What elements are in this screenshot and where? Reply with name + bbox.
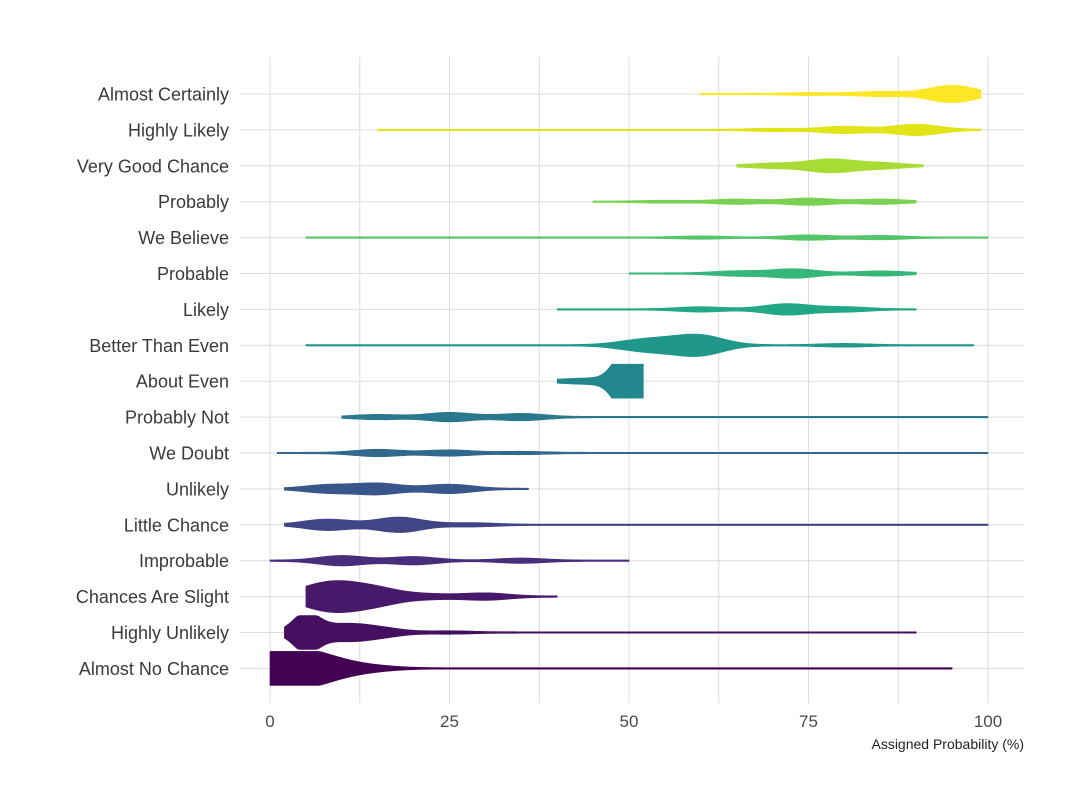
violin-almost-certainly [700,84,982,104]
category-label: Highly Unlikely [111,623,229,643]
violin-probable [628,268,917,279]
violin-unlikely [284,482,529,496]
category-label: Unlikely [166,479,229,499]
x-tick-label: 75 [799,712,818,731]
category-label: Almost No Chance [79,659,229,679]
category-label: Little Chance [124,515,229,535]
violin-we-doubt [276,448,989,458]
category-label: Probably Not [125,408,229,428]
x-tick-label: 100 [974,712,1002,731]
violin-likely [556,303,917,316]
violin-chances-are-slight [305,580,558,613]
violin-little-chance [284,516,989,533]
category-label: Likely [183,300,229,320]
violin-highly-likely [377,123,982,136]
category-label: Probably [158,192,229,212]
category-label: About Even [136,372,229,392]
category-label: Chances Are Slight [76,587,229,607]
category-label: Better Than Even [89,336,229,356]
category-label: Very Good Chance [77,156,229,176]
x-tick-label: 50 [620,712,639,731]
category-label: Almost Certainly [98,85,229,105]
violin-highly-unlikely [284,615,917,650]
x-axis-ticks: 0 25 50 75 100 [265,712,1002,731]
category-label: Probable [157,264,229,284]
violin-better-than-even [305,333,974,357]
violin-improbable [269,555,630,567]
violin-probably [592,197,917,206]
x-axis-title: Assigned Probability (%) [871,736,1024,752]
category-label: Highly Likely [128,120,229,140]
violin-we-believe [305,234,989,241]
violin-almost-no-chance [269,651,953,686]
x-tick-label: 25 [440,712,459,731]
category-label: Improbable [139,551,229,571]
violins [269,84,989,686]
category-label: We Doubt [149,444,229,464]
violin-about-even [556,363,644,399]
category-label: We Believe [138,228,229,248]
violin-very-good-chance [736,158,924,174]
category-labels: Almost Certainly Highly Likely Very Good C… [76,85,229,679]
x-tick-label: 0 [265,712,274,731]
violin-probably-not [341,412,989,423]
